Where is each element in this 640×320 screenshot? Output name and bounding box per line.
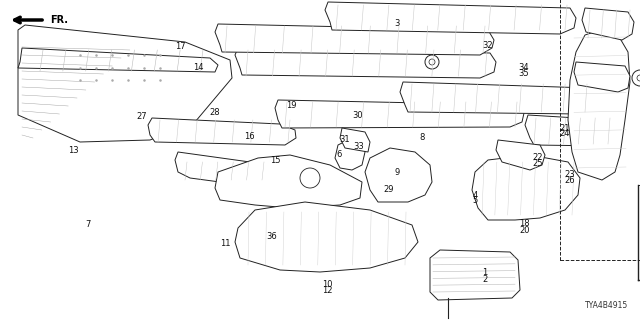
Circle shape	[425, 55, 439, 69]
Text: 1: 1	[483, 268, 488, 277]
Text: 28: 28	[209, 108, 220, 117]
Polygon shape	[235, 48, 496, 78]
Text: 9: 9	[394, 168, 399, 177]
Text: 14: 14	[193, 63, 204, 72]
Text: 27: 27	[137, 112, 147, 121]
Text: 34: 34	[518, 63, 529, 72]
Circle shape	[637, 75, 640, 81]
Text: 32: 32	[483, 41, 493, 50]
Text: 23: 23	[564, 170, 575, 179]
Text: 36: 36	[267, 232, 277, 241]
Polygon shape	[18, 25, 232, 142]
Polygon shape	[525, 115, 616, 146]
Text: 33: 33	[353, 142, 364, 151]
Text: 6: 6	[337, 150, 342, 159]
Text: 29: 29	[384, 185, 394, 194]
Polygon shape	[340, 128, 370, 152]
Polygon shape	[496, 140, 545, 170]
Text: 5: 5	[472, 196, 477, 205]
Polygon shape	[400, 82, 596, 114]
Text: 30: 30	[352, 111, 362, 120]
Polygon shape	[472, 155, 580, 220]
Text: 8: 8	[420, 133, 425, 142]
Polygon shape	[574, 62, 630, 92]
Polygon shape	[584, 92, 620, 120]
Polygon shape	[335, 140, 365, 170]
Circle shape	[300, 168, 320, 188]
Text: 21: 21	[559, 124, 570, 132]
Text: FR.: FR.	[50, 15, 68, 25]
Text: 2: 2	[483, 275, 488, 284]
Polygon shape	[325, 2, 576, 34]
Text: 26: 26	[564, 176, 575, 185]
Text: 11: 11	[220, 239, 230, 248]
Text: 31: 31	[339, 135, 349, 144]
Polygon shape	[582, 8, 634, 40]
Bar	[638, 185, 640, 280]
Text: 7: 7	[86, 220, 91, 229]
Polygon shape	[568, 30, 630, 180]
Text: 4: 4	[472, 191, 477, 200]
Text: 24: 24	[559, 129, 570, 138]
Polygon shape	[148, 118, 296, 145]
Polygon shape	[365, 148, 432, 202]
Text: 18: 18	[520, 220, 530, 228]
Polygon shape	[215, 155, 362, 208]
Polygon shape	[175, 152, 270, 184]
Bar	[560, 0, 640, 260]
Circle shape	[632, 70, 640, 86]
Circle shape	[429, 59, 435, 65]
Text: 16: 16	[244, 132, 255, 140]
Polygon shape	[18, 48, 218, 72]
Text: TYA4B4915: TYA4B4915	[585, 301, 628, 310]
Polygon shape	[430, 250, 520, 300]
Text: 17: 17	[175, 42, 186, 51]
Text: 20: 20	[520, 226, 530, 235]
Text: 15: 15	[270, 156, 280, 165]
Text: 22: 22	[532, 153, 543, 162]
Polygon shape	[275, 100, 524, 128]
Text: 25: 25	[532, 159, 543, 168]
Text: 3: 3	[394, 19, 399, 28]
Polygon shape	[215, 24, 494, 55]
Text: 35: 35	[518, 69, 529, 78]
Text: 19: 19	[286, 101, 296, 110]
Text: 13: 13	[68, 146, 79, 155]
Polygon shape	[235, 202, 418, 272]
Text: 12: 12	[323, 286, 333, 295]
Text: 10: 10	[323, 280, 333, 289]
